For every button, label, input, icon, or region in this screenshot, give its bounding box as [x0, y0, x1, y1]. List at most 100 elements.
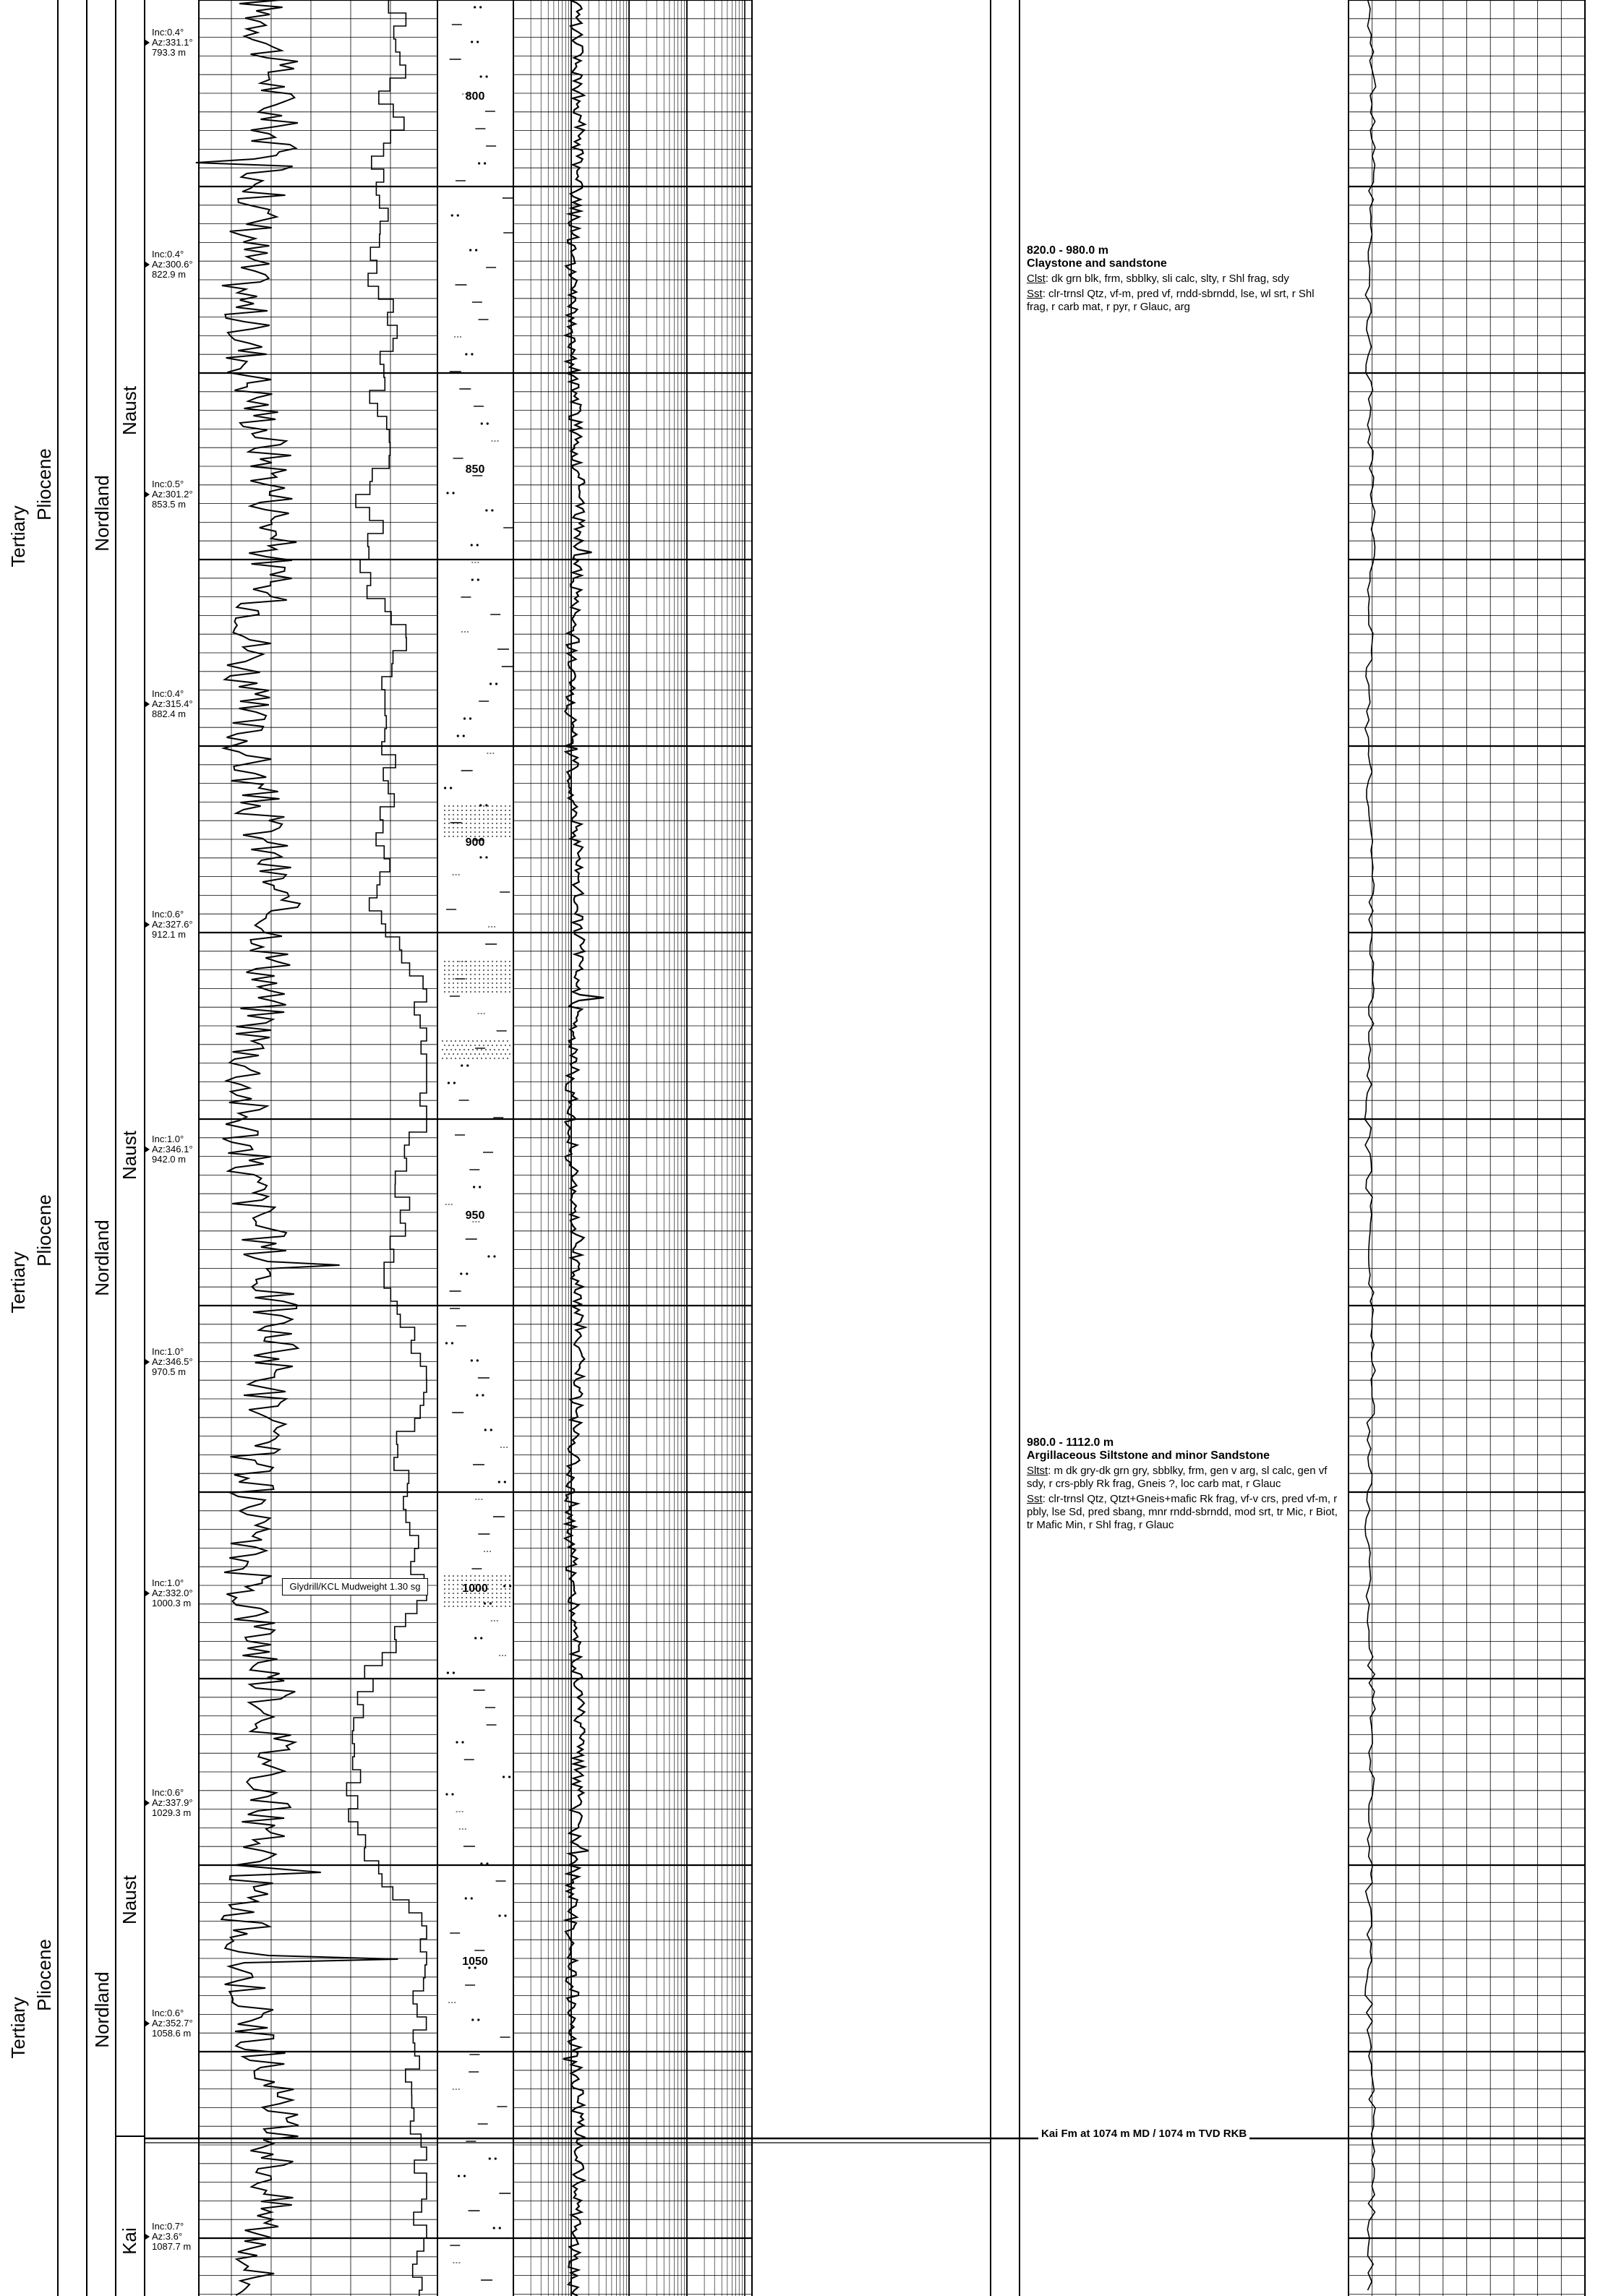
- sand-dot: [444, 1597, 445, 1598]
- sand-dot: [453, 969, 454, 971]
- sand-dot: [466, 1588, 467, 1590]
- sand-dot: [457, 1588, 458, 1590]
- sand-dot: [470, 974, 471, 975]
- sand-dot: [448, 810, 450, 811]
- log-curves: [195, 0, 1377, 2296]
- sand-dot: [479, 810, 480, 811]
- stratigraphy-zone-2: Tertiary Pliocene Nordland Naust: [7, 1130, 140, 1313]
- sand-dot: [461, 1045, 463, 1046]
- depth-label: 950: [466, 1209, 485, 1222]
- sand-dot: [470, 1606, 471, 1607]
- survey-station: Inc:0.7°Az:3.6°1087.7 m: [145, 2221, 191, 2252]
- sand-dot: [500, 1601, 502, 1603]
- sand-dot: [474, 1601, 476, 1603]
- sand-dot: [479, 836, 480, 837]
- triangle-icon: [145, 2021, 150, 2026]
- sand-dot: [474, 1580, 476, 1581]
- sand-dot: [483, 823, 484, 824]
- sand-dot: [474, 969, 476, 971]
- sand-dot: [492, 1053, 493, 1055]
- sand-dot: [466, 823, 467, 824]
- sand-dot: [483, 805, 484, 807]
- sand-dot: [487, 1588, 489, 1590]
- sand-dot: [444, 961, 445, 962]
- sand-dot: [505, 836, 506, 837]
- sand-dot: [448, 969, 450, 971]
- lithology-mark: [484, 162, 487, 165]
- sand-dot: [474, 965, 476, 967]
- description-title: Argillaceous Siltstone and minor Sandsto…: [1027, 1449, 1270, 1462]
- sand-dot: [457, 1601, 458, 1603]
- sand-dot: [474, 982, 476, 984]
- sand-dot: [481, 1049, 482, 1050]
- survey-azimuth: Az:352.7°: [152, 2018, 193, 2029]
- sand-dot: [487, 810, 489, 811]
- sand-dot: [492, 969, 493, 971]
- sand-dot: [496, 965, 497, 967]
- sand-dot: [453, 1597, 454, 1598]
- lithology-mark: [463, 717, 466, 720]
- sand-dot: [487, 827, 489, 828]
- sand-dot: [442, 1040, 443, 1042]
- sand-dot: [487, 823, 489, 824]
- sand-dot: [448, 982, 450, 984]
- sand-dot: [505, 1580, 506, 1581]
- sand-dot: [448, 1601, 450, 1603]
- sand-dot: [474, 810, 476, 811]
- survey-station: Inc:0.6°Az:327.6°912.1 m: [145, 909, 193, 940]
- sand-dot: [470, 1053, 471, 1055]
- sand-dot: [496, 1597, 497, 1598]
- sand-dot: [509, 1588, 510, 1590]
- sand-dot: [457, 1593, 458, 1594]
- sand-dot: [509, 974, 510, 975]
- sand-dot: [496, 969, 497, 971]
- sand-dot: [453, 982, 454, 984]
- sand-dot: [470, 1580, 471, 1581]
- survey-inclination: Inc:0.6°: [152, 909, 184, 920]
- lithology-text: : m dk gry-dk grn gry, sbblky, frm, gen …: [1027, 1465, 1328, 1490]
- sand-dot: [509, 1575, 510, 1577]
- sand-dot: [487, 1580, 489, 1581]
- sand-dot: [500, 1575, 502, 1577]
- lithology-text: : dk grn blk, frm, sbblky, sli calc, slt…: [1045, 273, 1289, 285]
- sand-dot: [505, 1588, 506, 1590]
- sand-dot: [492, 1593, 493, 1594]
- sand-dot: [479, 1606, 480, 1607]
- sand-dot: [444, 978, 445, 980]
- sand-dot: [448, 1580, 450, 1581]
- sand-dot: [466, 1053, 467, 1055]
- sand-dot: [479, 969, 480, 971]
- sand-dot: [500, 991, 502, 993]
- survey-station: Inc:1.0°Az:346.1°942.0 m: [145, 1134, 193, 1165]
- sand-dot: [505, 969, 506, 971]
- sand-dot: [461, 827, 463, 828]
- sand-dot: [498, 1058, 500, 1059]
- gamma-ray-curve: [195, 0, 398, 2296]
- sand-dot: [470, 1593, 471, 1594]
- sand-dot: [479, 1584, 480, 1585]
- sand-dot: [453, 818, 454, 820]
- sand-dot: [474, 814, 476, 815]
- formation-top-label: Kai Fm at 1074 m MD / 1074 m TVD RKB: [1038, 2128, 1250, 2140]
- sand-dot: [466, 974, 467, 975]
- lithology-mark: [480, 1862, 483, 1865]
- lithology-mark: [479, 1186, 482, 1188]
- sand-dot: [448, 991, 450, 993]
- description-line: Sst: clr-trnsl Qtz, vf-m, pred vf, rndd-…: [1027, 288, 1338, 314]
- lithology-abbr: Sltst: [1027, 1465, 1048, 1477]
- sand-dot: [509, 1584, 510, 1585]
- lithology-mark: [476, 544, 479, 547]
- sand-dot: [492, 831, 493, 833]
- lithology-mark: [497, 1481, 500, 1483]
- sand-dot: [492, 974, 493, 975]
- sand-dot: [461, 982, 463, 984]
- sand-dot: [479, 987, 480, 988]
- lithology-mark: [474, 6, 476, 9]
- sand-dot: [446, 1040, 448, 1042]
- sand-dot: [453, 810, 454, 811]
- sand-dot: [444, 1053, 445, 1055]
- sand-dot: [470, 814, 471, 815]
- sand-dot: [474, 978, 476, 980]
- survey-depth: 970.5 m: [152, 1366, 186, 1377]
- lithology-abbr: Sst: [1027, 1493, 1043, 1505]
